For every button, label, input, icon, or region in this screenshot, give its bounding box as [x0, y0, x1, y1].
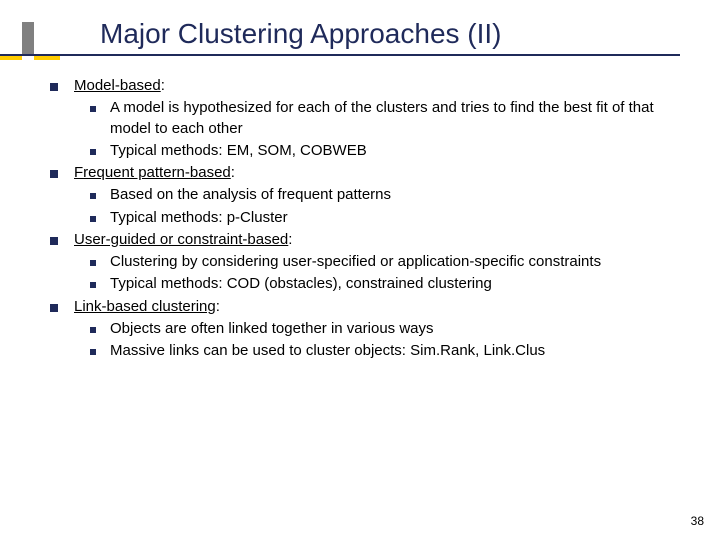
- bullet-icon: [90, 349, 96, 355]
- heading-text: Frequent pattern-based: [74, 164, 231, 181]
- sub-text: Massive links can be used to cluster obj…: [110, 341, 545, 361]
- list-item: Typical methods: EM, SOM, COBWEB: [90, 141, 690, 161]
- list-item: Model-based:: [50, 76, 690, 96]
- list-item: Frequent pattern-based:: [50, 163, 690, 183]
- title-area: Major Clustering Approaches (II): [0, 0, 720, 50]
- bullet-icon: [90, 282, 96, 288]
- sub-text: Based on the analysis of frequent patter…: [110, 185, 391, 205]
- bullet-icon: [50, 304, 58, 312]
- bullet-icon: [50, 237, 58, 245]
- list-item: Massive links can be used to cluster obj…: [90, 341, 690, 361]
- sub-text: Typical methods: EM, SOM, COBWEB: [110, 141, 367, 161]
- heading-text: Link-based clustering: [74, 298, 216, 315]
- bullet-icon: [90, 106, 96, 112]
- sub-text: Typical methods: p-Cluster: [110, 208, 288, 228]
- list-item: Typical methods: p-Cluster: [90, 208, 690, 228]
- slide-title: Major Clustering Approaches (II): [100, 18, 720, 50]
- bullet-icon: [90, 193, 96, 199]
- list-item: User-guided or constraint-based:: [50, 230, 690, 250]
- list-item: Link-based clustering:: [50, 297, 690, 317]
- bullet-icon: [90, 216, 96, 222]
- bullet-icon: [50, 83, 58, 91]
- bullet-icon: [90, 260, 96, 266]
- list-item: Objects are often linked together in var…: [90, 319, 690, 339]
- sub-text: Clustering by considering user-specified…: [110, 252, 601, 272]
- bullet-icon: [90, 327, 96, 333]
- list-item: Typical methods: COD (obstacles), constr…: [90, 274, 690, 294]
- page-number: 38: [691, 514, 704, 528]
- list-item: Based on the analysis of frequent patter…: [90, 185, 690, 205]
- list-item: A model is hypothesized for each of the …: [90, 98, 690, 139]
- sub-text: Typical methods: COD (obstacles), constr…: [110, 274, 492, 294]
- sub-text: A model is hypothesized for each of the …: [110, 98, 690, 139]
- bullet-icon: [90, 149, 96, 155]
- heading-text: User-guided or constraint-based: [74, 231, 288, 248]
- bullet-icon: [50, 170, 58, 178]
- content-body: Model-based: A model is hypothesized for…: [0, 50, 720, 361]
- list-item: Clustering by considering user-specified…: [90, 252, 690, 272]
- heading-text: Model-based: [74, 77, 161, 94]
- sub-text: Objects are often linked together in var…: [110, 319, 434, 339]
- title-underline: [0, 54, 680, 56]
